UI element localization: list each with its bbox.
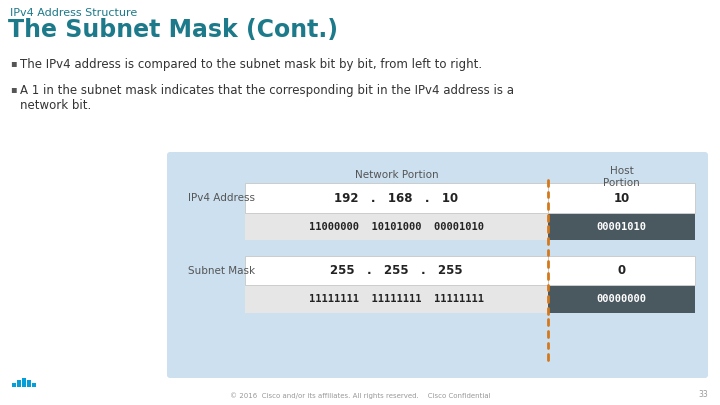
Text: © 2016  Cisco and/or its affiliates. All rights reserved.    Cisco Confidential: © 2016 Cisco and/or its affiliates. All …	[230, 392, 490, 399]
Text: Subnet Mask: Subnet Mask	[189, 266, 256, 275]
Text: 10: 10	[613, 192, 629, 205]
Text: The IPv4 address is compared to the subnet mask bit by bit, from left to right.: The IPv4 address is compared to the subn…	[20, 58, 482, 71]
Text: 255   .   255   .   255: 255 . 255 . 255	[330, 264, 463, 277]
Bar	[245, 183, 548, 213]
Text: IPv4 Address: IPv4 Address	[189, 193, 256, 203]
Text: IPv4 Address Structure: IPv4 Address Structure	[10, 8, 138, 18]
Text: network bit.: network bit.	[20, 99, 91, 112]
Text: ▪: ▪	[10, 84, 17, 94]
Bar	[245, 256, 548, 285]
Bar	[548, 183, 695, 213]
Text: 33: 33	[698, 390, 708, 399]
Bar	[548, 286, 695, 313]
Text: The Subnet Mask (Cont.): The Subnet Mask (Cont.)	[8, 18, 338, 42]
Text: 11000000  10101000  00001010: 11000000 10101000 00001010	[309, 222, 484, 232]
Text: 11111111  11111111  11111111: 11111111 11111111 11111111	[309, 294, 484, 305]
Text: Host
Portion: Host Portion	[603, 166, 640, 188]
Text: ▪: ▪	[10, 58, 17, 68]
Bar	[22, 378, 26, 387]
Text: 00001010: 00001010	[596, 222, 647, 232]
Text: 192   .   168   .   10: 192 . 168 . 10	[334, 192, 459, 205]
Bar	[27, 380, 31, 387]
Bar	[32, 383, 36, 387]
Bar	[548, 214, 695, 240]
Text: 00000000: 00000000	[596, 294, 647, 305]
Bar	[12, 383, 16, 387]
Text: Network Portion: Network Portion	[355, 170, 438, 180]
Bar	[245, 286, 548, 313]
Bar	[548, 256, 695, 285]
Bar	[17, 380, 21, 387]
Text: 0: 0	[618, 264, 626, 277]
FancyBboxPatch shape	[167, 152, 708, 378]
Text: A 1 in the subnet mask indicates that the corresponding bit in the IPv4 address : A 1 in the subnet mask indicates that th…	[20, 84, 514, 97]
Bar	[245, 214, 548, 240]
